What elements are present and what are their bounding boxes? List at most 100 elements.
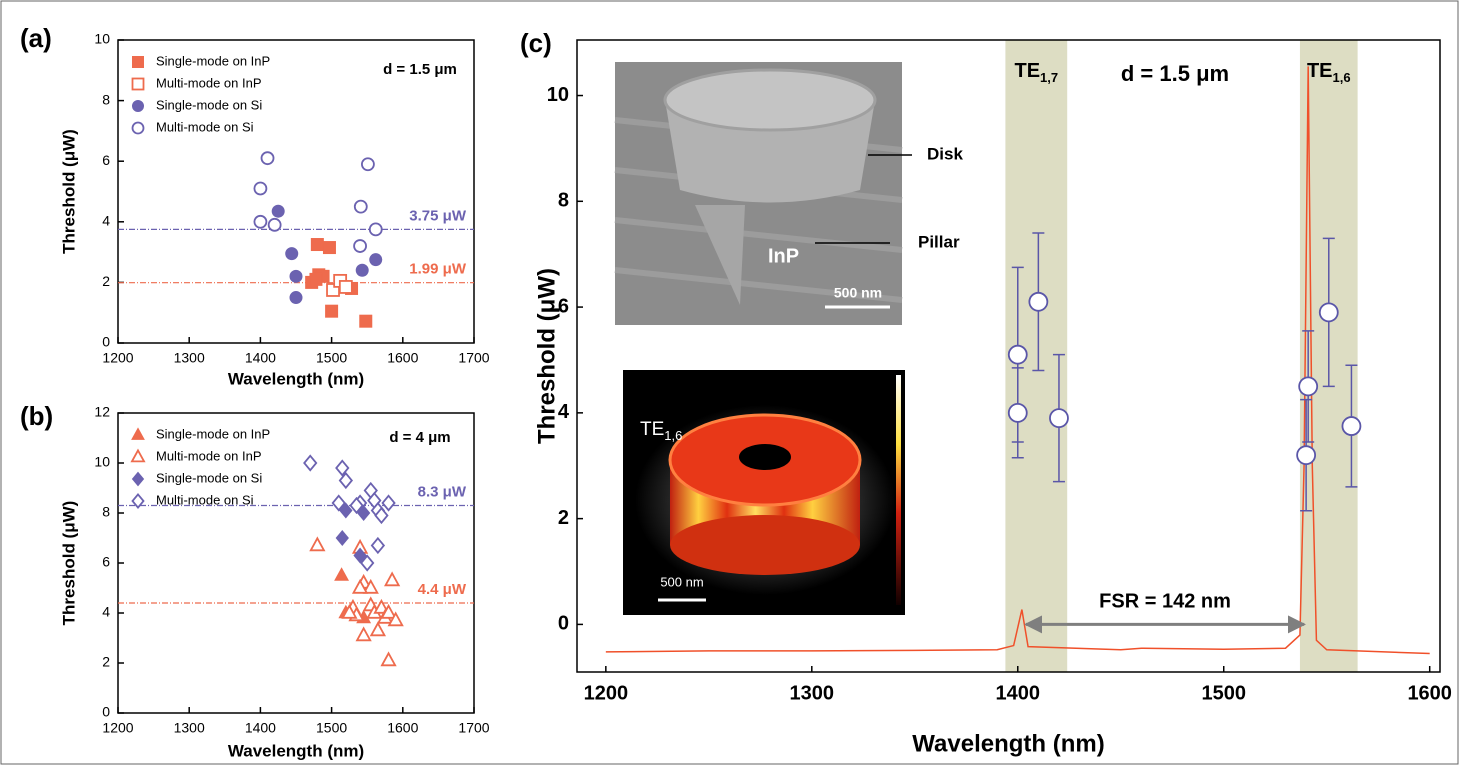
- band-label-base: TE: [1307, 60, 1333, 82]
- x-tick-label: 1300: [790, 682, 835, 704]
- x-tick-label: 1300: [174, 350, 205, 366]
- y-tick-label: 4: [102, 213, 110, 229]
- x-axis-label: Wavelength (nm): [228, 741, 364, 760]
- marker: [351, 578, 369, 594]
- marker: [353, 239, 367, 253]
- marker: [380, 651, 397, 667]
- marker: [260, 151, 275, 166]
- y-tick-label: 10: [547, 84, 569, 106]
- marker: [1007, 402, 1028, 423]
- mode-inset: TE1,6 500 nm: [623, 370, 905, 615]
- x-tick-label: 1200: [102, 720, 133, 736]
- x-tick-label: 1300: [174, 720, 205, 736]
- marker: [325, 304, 339, 318]
- marker: [368, 222, 383, 237]
- y-tick-label: 8: [558, 190, 569, 212]
- marker: [1007, 344, 1028, 365]
- y-tick-label: 6: [102, 554, 110, 570]
- legend-label: Multi-mode on InP: [156, 75, 262, 90]
- x-tick-label: 1200: [102, 350, 133, 366]
- band-label: TE1,7: [1014, 60, 1058, 85]
- x-tick-label: 1500: [316, 720, 347, 736]
- y-tick-label: 8: [102, 504, 110, 520]
- reference-label: 1.99 μW: [409, 261, 467, 278]
- x-tick-label: 1700: [458, 720, 489, 736]
- marker: [383, 571, 401, 587]
- marker: [322, 241, 336, 255]
- marker: [338, 280, 353, 294]
- marker: [331, 494, 346, 512]
- x-tick-label: 1600: [387, 720, 418, 736]
- x-tick-label: 1700: [458, 350, 489, 366]
- disk-label: Disk: [927, 144, 963, 163]
- material-label: InP: [768, 245, 799, 267]
- marker: [303, 454, 318, 472]
- sem-inset: Disk Pillar InP 500 nm: [614, 62, 963, 325]
- marker: [1296, 445, 1317, 466]
- marker: [387, 611, 404, 627]
- y-tick-label: 2: [558, 507, 569, 529]
- panel-label: (a): [20, 23, 52, 53]
- y-tick-label: 4: [102, 604, 110, 620]
- marker: [362, 578, 379, 594]
- y-axis-label: Threshold (μW): [533, 268, 560, 444]
- y-tick-label: 12: [94, 404, 110, 420]
- panel-label: (b): [20, 401, 53, 431]
- marker: [285, 247, 299, 261]
- x-tick-label: 1400: [996, 682, 1041, 704]
- y-tick-label: 6: [102, 152, 110, 168]
- y-tick-label: 4: [558, 401, 570, 423]
- y-tick-label: 2: [102, 273, 110, 289]
- legend-label: Single-mode on InP: [156, 426, 270, 441]
- y-axis-label: Threshold (μW): [59, 129, 78, 254]
- marker: [381, 494, 396, 512]
- marker: [1318, 302, 1339, 323]
- legend-label: Single-mode on Si: [156, 470, 262, 485]
- marker: [374, 506, 389, 525]
- mode-label-base: TE: [640, 419, 664, 440]
- y-tick-label: 2: [102, 654, 110, 670]
- fsr-label: FSR = 142 nm: [1099, 591, 1231, 613]
- marker: [1341, 416, 1362, 436]
- x-tick-label: 1500: [316, 350, 347, 366]
- x-axis-label: Wavelength (nm): [228, 369, 364, 388]
- marker: [1028, 291, 1049, 312]
- y-tick-label: 10: [94, 454, 110, 470]
- x-tick-label: 1400: [245, 720, 276, 736]
- marker: [309, 536, 326, 552]
- y-axis-label: Threshold (μW): [59, 501, 78, 626]
- marker: [353, 199, 368, 214]
- legend-label: Multi-mode on Si: [156, 119, 254, 134]
- marker: [267, 217, 282, 232]
- marker: [355, 626, 372, 642]
- plot-frame: [576, 39, 1441, 673]
- marker: [289, 291, 303, 305]
- mode-scale-bar-label: 500 nm: [660, 574, 703, 589]
- y-tick-label: 6: [558, 295, 569, 317]
- marker: [335, 530, 349, 546]
- legend-marker: [131, 77, 145, 91]
- y-tick-label: 8: [102, 91, 110, 107]
- legend-marker: [131, 492, 145, 510]
- plot-frame: [117, 39, 475, 344]
- legend-marker: [131, 427, 145, 440]
- marker: [370, 536, 386, 555]
- marker: [1298, 376, 1319, 397]
- x-tick-label: 1200: [584, 682, 629, 704]
- marker: [380, 603, 397, 619]
- marker: [339, 502, 353, 519]
- marker: [253, 214, 268, 229]
- legend-label: Single-mode on InP: [156, 53, 270, 68]
- y-tick-label: 10: [94, 31, 110, 47]
- marker: [1049, 408, 1069, 429]
- band-label-sub: 1,7: [1040, 70, 1058, 85]
- y-tick-label: 0: [102, 334, 110, 350]
- mode-label: TE1,6: [640, 419, 682, 443]
- marker: [310, 238, 324, 252]
- legend-marker: [130, 448, 146, 463]
- legend-label: Multi-mode on InP: [156, 448, 262, 463]
- annotation: d = 4 μm: [389, 429, 450, 446]
- x-tick-label: 1400: [245, 350, 276, 366]
- marker: [355, 263, 369, 277]
- marker: [360, 554, 375, 572]
